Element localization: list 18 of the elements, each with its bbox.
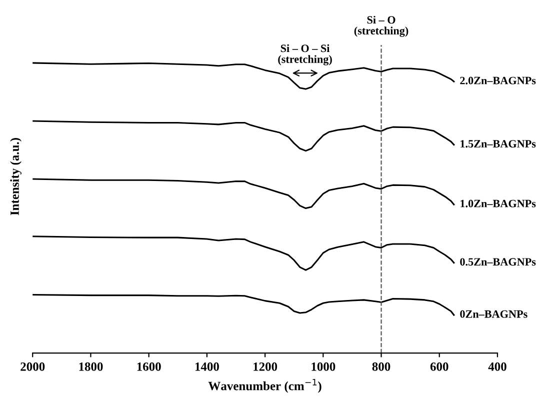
x-tick-label: 400	[488, 362, 506, 371]
y-axis-title: Intensity (a.u.)	[10, 138, 22, 216]
x-tick-label: 1800	[79, 362, 103, 371]
annotation: Si – O – Si (stretching)	[278, 44, 332, 66]
x-axis-title: Wavenumber (cm$^{−1}$)	[208, 378, 322, 393]
series-label: 1.5Zn–BAGNPs	[460, 140, 536, 148]
ref-line-label: Si – O (stretching)	[354, 16, 408, 37]
series-label: 2.0Zn–BAGNPs	[460, 76, 536, 84]
x-tick-label: 1600	[137, 362, 161, 371]
series-label: 0Zn–BAGNPs	[460, 310, 528, 318]
x-tick-label: 2000	[20, 362, 45, 371]
x-tick-label: 800	[372, 362, 390, 371]
x-tick-label: 1200	[254, 362, 278, 371]
x-tick-label: 600	[430, 362, 448, 371]
x-tick-label: 1000	[312, 362, 336, 371]
series-label: 0.5Zn–BAGNPs	[460, 258, 536, 266]
x-tick-label: 1400	[195, 362, 219, 371]
series-label: 1.0Zn–BAGNPs	[460, 200, 536, 208]
